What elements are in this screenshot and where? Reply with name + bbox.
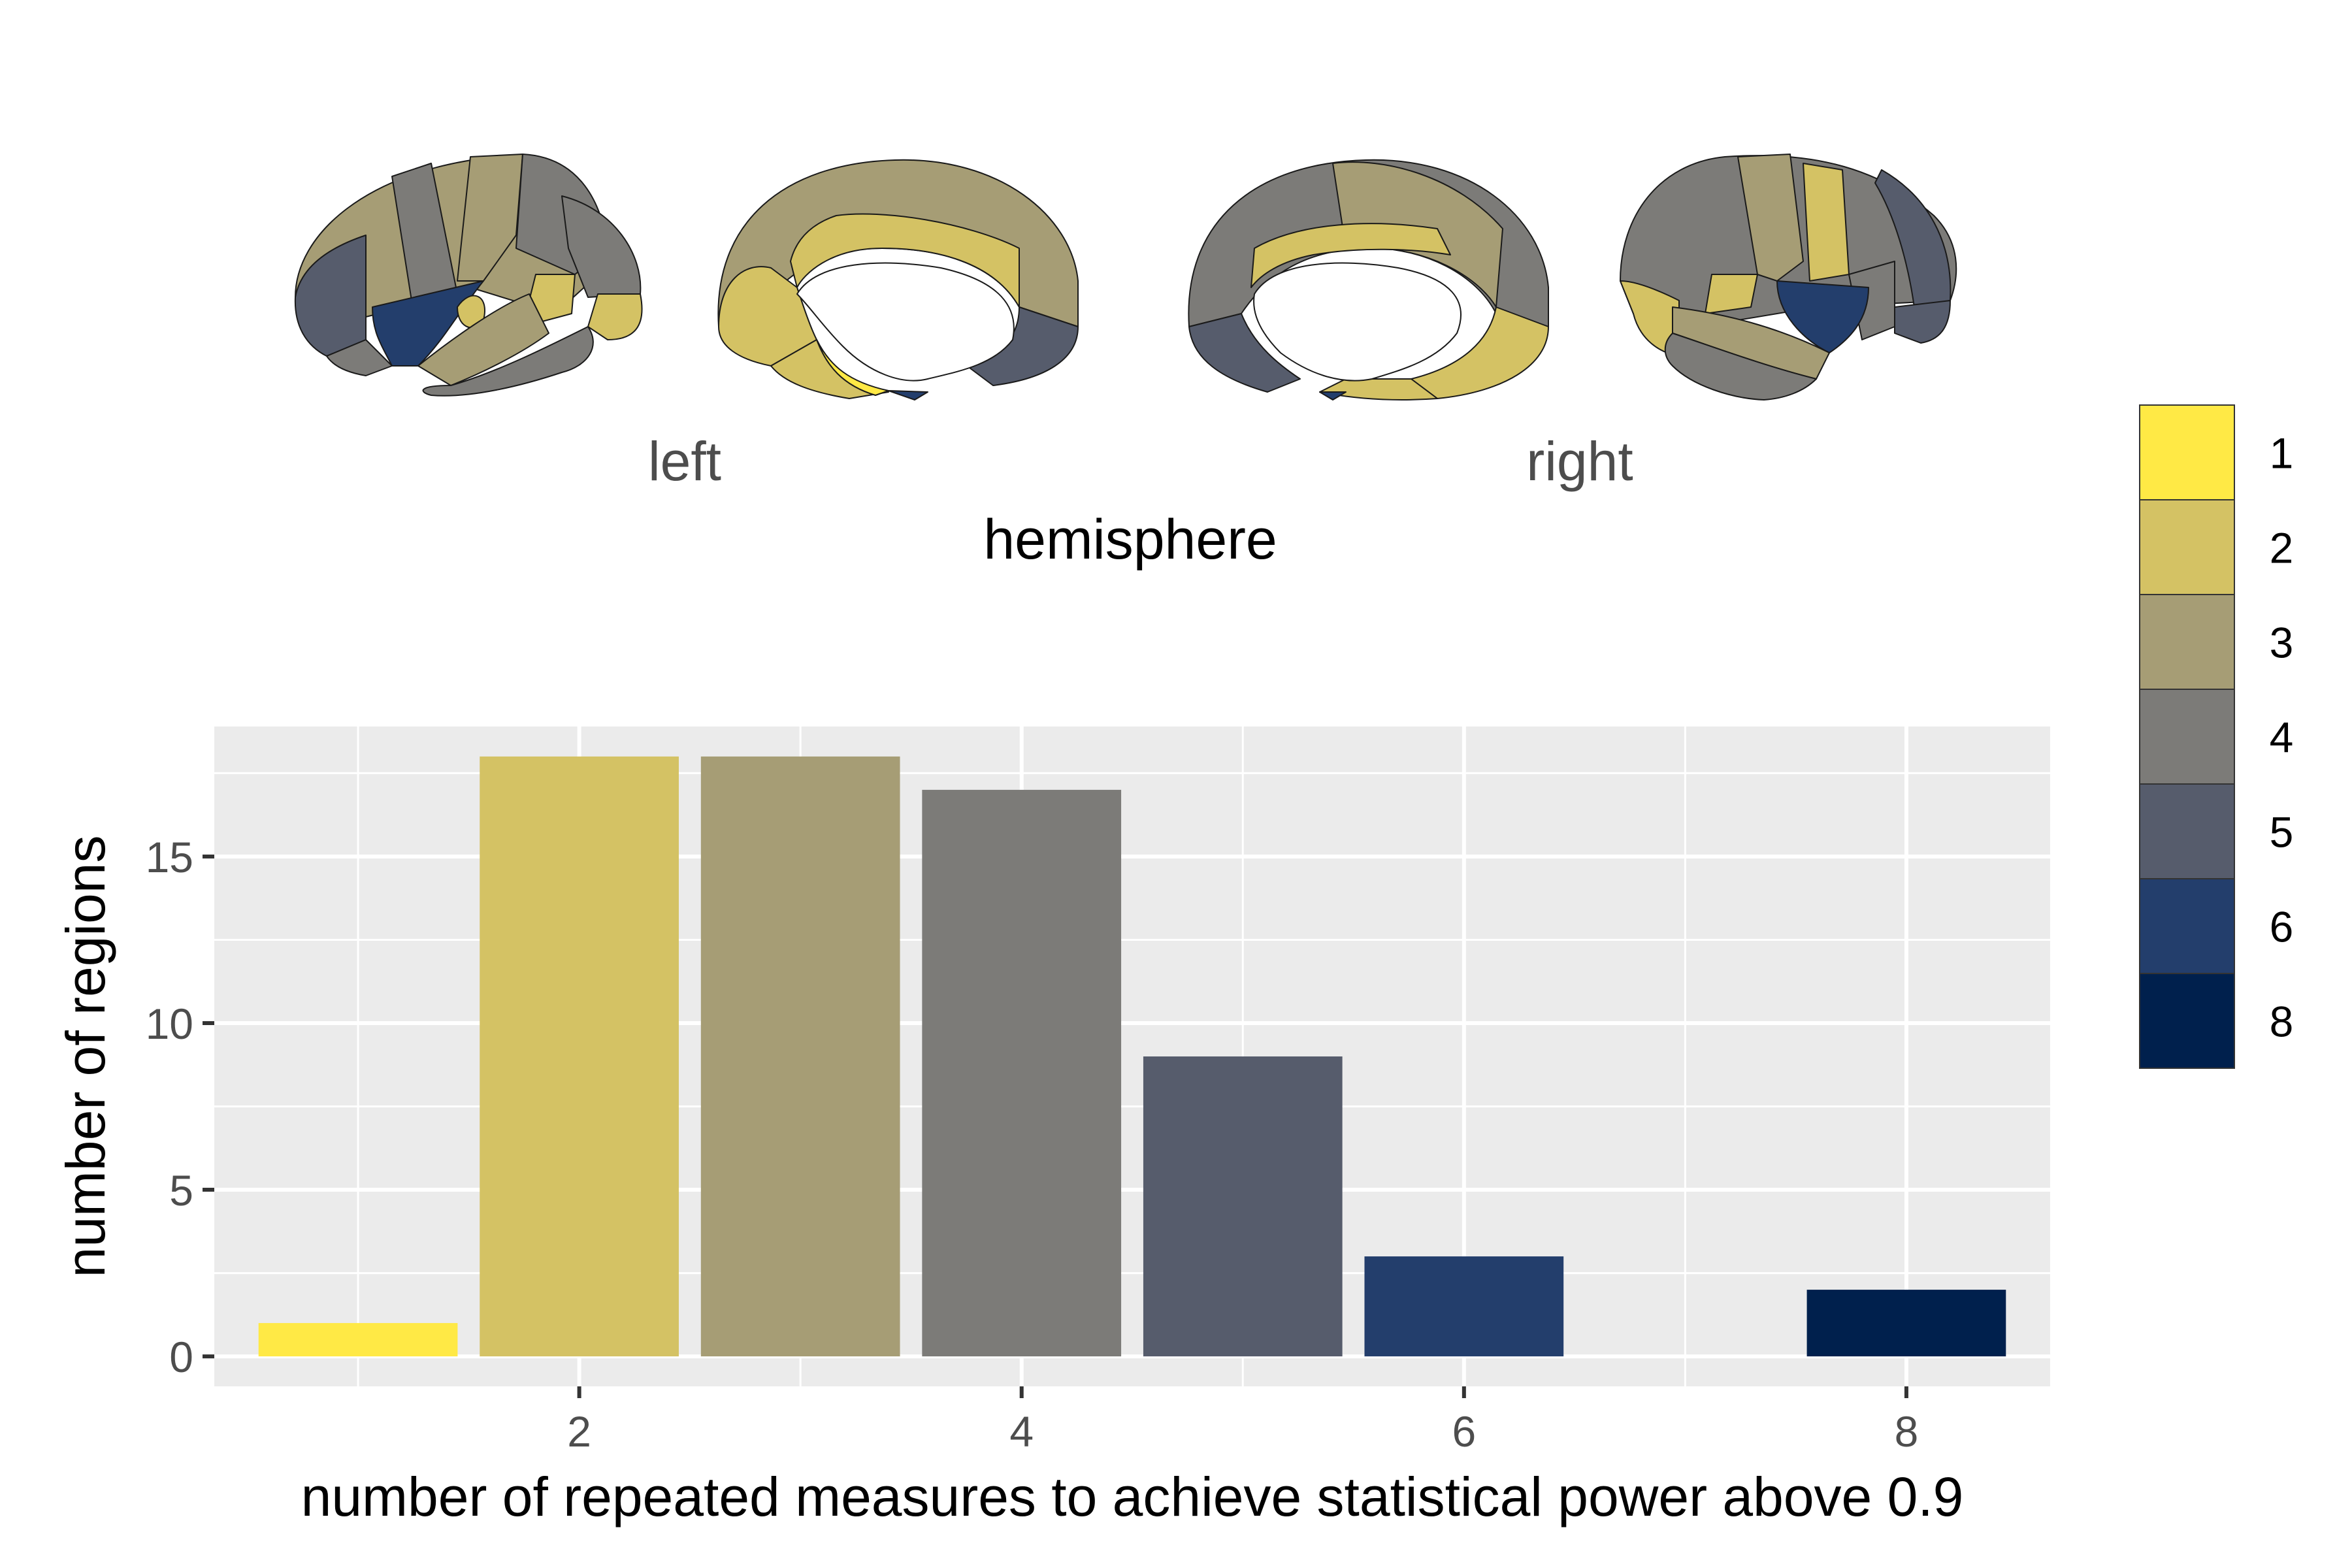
region-lateral-occipital bbox=[326, 339, 393, 376]
region-temporal-middle bbox=[417, 293, 549, 386]
x-tick-label: 2 bbox=[567, 1407, 591, 1456]
legend-label: 6 bbox=[2270, 903, 2294, 951]
region-frontal-pole bbox=[587, 293, 643, 340]
legend-label: 3 bbox=[2270, 619, 2294, 667]
brain-panel: left right hemisphere bbox=[294, 154, 1957, 571]
region-precentral-r bbox=[1737, 154, 1804, 282]
region-medial-wall-r bbox=[1253, 262, 1462, 382]
region-precentral bbox=[457, 154, 523, 282]
region-postcentral-r bbox=[1803, 163, 1850, 282]
bar-chart: 0 5 10 15 2 4 6 8 number of repeated measures … bbox=[55, 727, 2050, 1527]
region-medial-cingulate bbox=[790, 213, 1020, 308]
legend-label: 5 bbox=[2270, 808, 2294, 857]
region-medial-fusiform-pole bbox=[888, 390, 928, 400]
legend-label: 4 bbox=[2270, 713, 2294, 762]
bar bbox=[480, 756, 679, 1357]
region-medial-cingulate-r bbox=[1250, 223, 1451, 288]
bar bbox=[258, 1323, 458, 1357]
x-tick-label: 8 bbox=[1895, 1407, 1919, 1456]
legend-swatch bbox=[2139, 689, 2235, 785]
brain-left-medial bbox=[717, 159, 1079, 400]
region-medial-wall bbox=[796, 262, 1015, 382]
y-tick-label: 15 bbox=[146, 833, 193, 881]
y-axis-title: number of regions bbox=[55, 835, 116, 1277]
legend: 1 2 3 4 5 6 8 bbox=[2139, 404, 2294, 1069]
region-insula-r bbox=[1705, 274, 1758, 314]
y-tick-label: 5 bbox=[169, 1166, 193, 1215]
legend-swatch bbox=[2139, 499, 2235, 595]
y-tick-label: 0 bbox=[169, 1333, 193, 1381]
bar bbox=[1143, 1056, 1343, 1357]
region-temporal-inferior bbox=[422, 326, 594, 397]
x-axis: 2 4 6 8 bbox=[567, 1386, 1918, 1456]
legend-swatch bbox=[2139, 973, 2235, 1069]
legend-swatch bbox=[2139, 878, 2235, 974]
region-lateral-occipital-r bbox=[1894, 300, 1951, 344]
region-medial-orbitofrontal-r bbox=[1188, 313, 1301, 393]
region-temporal-inferior-r bbox=[1664, 333, 1817, 400]
bar bbox=[922, 789, 1122, 1357]
region-medial-precuneus bbox=[718, 266, 817, 367]
legend-swatch bbox=[2139, 594, 2235, 690]
hemisphere-axis-title: hemisphere bbox=[983, 508, 1277, 571]
y-tick-label: 10 bbox=[146, 1000, 193, 1048]
legend-swatch bbox=[2139, 783, 2235, 879]
brain-right-lateral bbox=[1620, 154, 1957, 400]
brain-right-medial bbox=[1188, 159, 1549, 400]
hemisphere-label-left: left bbox=[648, 431, 721, 492]
hemisphere-label-right: right bbox=[1526, 431, 1633, 492]
legend-swatch bbox=[2139, 404, 2235, 500]
x-tick-label: 6 bbox=[1452, 1407, 1476, 1456]
x-axis-title: number of repeated measures to achieve s… bbox=[301, 1466, 1964, 1527]
x-tick-label: 4 bbox=[1009, 1407, 1034, 1456]
legend-label: 1 bbox=[2270, 429, 2294, 478]
bars bbox=[258, 756, 2006, 1357]
brain-left-lateral bbox=[294, 154, 643, 397]
bar bbox=[1364, 1256, 1564, 1357]
legend-label: 2 bbox=[2270, 524, 2294, 572]
region-medial-fusiform-r bbox=[1319, 391, 1347, 400]
y-axis: 0 5 10 15 bbox=[146, 833, 214, 1381]
legend-label: 8 bbox=[2270, 998, 2294, 1046]
region-occipital-pole bbox=[294, 235, 367, 357]
bar bbox=[1806, 1290, 2006, 1357]
bar bbox=[700, 756, 900, 1357]
